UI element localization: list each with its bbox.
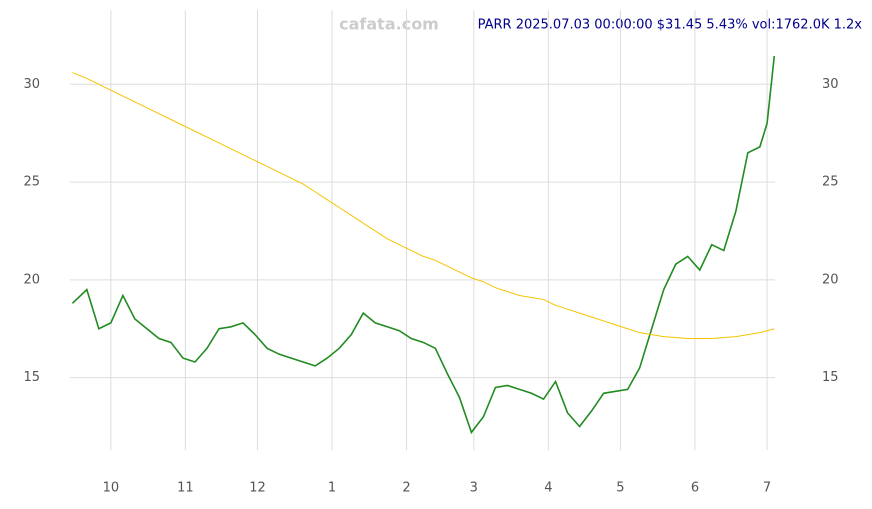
x-tick-label: 11 xyxy=(177,481,194,496)
x-tick-label: 2 xyxy=(402,481,410,496)
chart-title: PARR 2025.07.03 00:00:00 $31.45 5.43% vo… xyxy=(478,18,863,33)
x-tick-label: 6 xyxy=(691,481,699,496)
y-tick-label: 25 xyxy=(23,175,40,190)
x-tick-label: 10 xyxy=(103,481,120,496)
x-tick-label: 5 xyxy=(616,481,624,496)
x-tick-label: 1 xyxy=(328,481,336,496)
watermark: cafata.com xyxy=(339,15,439,34)
y-tick-label-right: 20 xyxy=(822,272,839,287)
y-tick-label: 20 xyxy=(23,272,40,287)
y-tick-label-right: 25 xyxy=(822,175,839,190)
y-tick-label: 15 xyxy=(23,370,40,385)
y-tick-label-right: 30 xyxy=(822,77,839,92)
x-tick-label: 3 xyxy=(470,481,478,496)
y-tick-label-right: 15 xyxy=(822,370,839,385)
x-tick-label: 4 xyxy=(544,481,552,496)
y-tick-label: 30 xyxy=(23,77,40,92)
x-tick-label: 12 xyxy=(249,481,266,496)
series-line xyxy=(72,72,775,340)
x-tick-label: 7 xyxy=(763,481,771,496)
series-line xyxy=(71,55,776,435)
